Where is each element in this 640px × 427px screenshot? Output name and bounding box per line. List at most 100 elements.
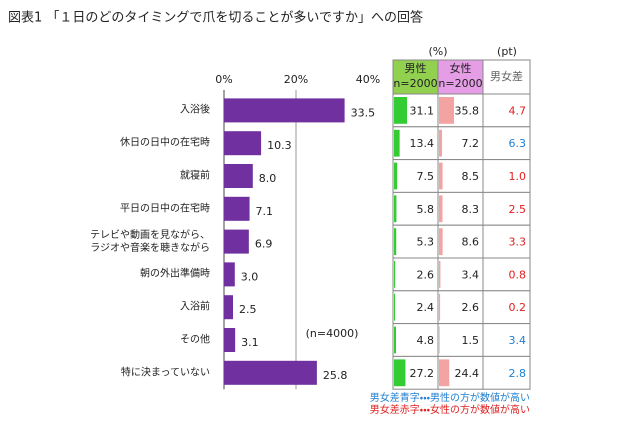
header-cell	[392, 59, 439, 95]
table-value: 2.6	[462, 301, 480, 314]
bar	[224, 131, 262, 156]
header-label: 男女差	[490, 70, 523, 83]
unit-label: (pt)	[497, 45, 517, 58]
category-label: その他	[180, 334, 210, 346]
table-bar	[439, 97, 455, 124]
table-value: 31.1	[410, 104, 435, 117]
category-label: 休日の日中の在宅時	[120, 137, 210, 149]
table-value: 1.0	[509, 170, 527, 183]
header-cell	[482, 59, 531, 95]
table-cell	[392, 126, 439, 161]
table-value: 0.2	[509, 301, 527, 314]
table-value: 1.5	[462, 334, 480, 347]
table-cell	[392, 159, 439, 193]
header-sample: n=2000	[438, 77, 482, 90]
table-cell	[482, 159, 531, 193]
value-label: 33.5	[351, 106, 376, 119]
table-bar	[439, 293, 441, 321]
bar	[224, 196, 250, 221]
table-value: 3.4	[462, 268, 480, 281]
category-label: 特に決まっていない	[120, 367, 210, 379]
table-value: 13.4	[410, 137, 435, 150]
value-label: 7.1	[256, 205, 274, 218]
value-label: 10.3	[267, 139, 292, 152]
table-value: 24.4	[455, 367, 480, 380]
table-value: 8.6	[462, 236, 480, 249]
bar	[224, 98, 345, 123]
table-value: 4.7	[509, 104, 527, 117]
header-label: 男性	[405, 61, 427, 75]
table-value: 27.2	[410, 367, 435, 380]
table-bar	[439, 162, 443, 190]
bar	[224, 164, 253, 188]
header-label: 女性	[450, 61, 472, 75]
table-cell	[482, 257, 531, 292]
table-value: 8.3	[462, 203, 480, 216]
bar	[224, 295, 233, 320]
category-label: 就寝前	[180, 170, 210, 182]
table-value: 2.6	[417, 268, 435, 281]
table-value: 3.4	[509, 334, 527, 347]
table-bar	[439, 228, 443, 255]
table-value: 5.3	[417, 236, 435, 249]
table-cell	[437, 290, 484, 325]
table-bar	[439, 359, 450, 387]
table-value: 2.8	[509, 367, 527, 380]
table-cell	[482, 323, 531, 357]
category-label: 入浴前	[180, 301, 210, 313]
annotation: (n=4000)	[306, 327, 359, 340]
table-cell	[392, 224, 439, 259]
table-value: 5.8	[417, 203, 435, 216]
value-label: 3.1	[241, 336, 259, 349]
bar	[224, 360, 317, 385]
table-value: 4.8	[417, 334, 435, 347]
value-label: 2.5	[239, 303, 257, 316]
table-cell	[437, 159, 484, 193]
note: 男女差青字・・・男性の方が数値が高い	[370, 391, 530, 404]
table-value: 3.3	[509, 236, 527, 249]
value-label: 25.8	[323, 369, 348, 382]
table-value: 2.4	[417, 301, 435, 314]
table-cell	[482, 355, 531, 390]
value-label: 8.0	[259, 172, 277, 185]
table-bar	[439, 326, 440, 354]
table-value: 8.5	[462, 170, 480, 183]
table-value: 2.5	[509, 203, 527, 216]
table-bar	[439, 129, 443, 157]
category-label: テレビや動画を見ながら、 ラジオや音楽を聴きながら	[90, 229, 210, 254]
category-label: 朝の外出準備時	[140, 268, 210, 280]
header-cell	[437, 59, 484, 95]
table-cell	[437, 224, 484, 259]
table-bar	[394, 261, 396, 288]
table-bar	[394, 97, 408, 124]
table-cell	[482, 224, 531, 259]
table-bar	[394, 293, 396, 321]
table-cell	[482, 191, 531, 226]
chart-title: 図表1 「１日のどのタイミングで爪を切ることが多いですか」への回答	[8, 10, 423, 26]
table-value: 7.5	[417, 170, 435, 183]
table-value: 6.3	[509, 137, 527, 150]
bar	[224, 328, 236, 352]
table-bar	[394, 326, 397, 354]
table-bar	[439, 195, 443, 223]
table-bar	[394, 195, 397, 223]
category-label: 入浴後	[180, 104, 210, 116]
value-label: 6.9	[255, 238, 273, 251]
table-value: 35.8	[455, 104, 480, 117]
value-label: 3.0	[241, 270, 258, 283]
unit-label: (%)	[428, 45, 447, 58]
note: 男女差赤字・・・女性の方が数値が高い	[370, 403, 530, 416]
table-value: 0.8	[509, 268, 527, 281]
category-label: 平日の日中の在宅時	[120, 203, 210, 215]
x-tick-label: 0%	[215, 73, 232, 86]
table-bar	[439, 261, 441, 288]
table-cell	[437, 323, 484, 357]
table-value: 7.2	[462, 137, 480, 150]
table-bar	[394, 359, 406, 387]
table-bar	[394, 228, 397, 255]
bar	[224, 262, 235, 287]
table-bar	[394, 129, 400, 157]
bar	[224, 229, 249, 254]
